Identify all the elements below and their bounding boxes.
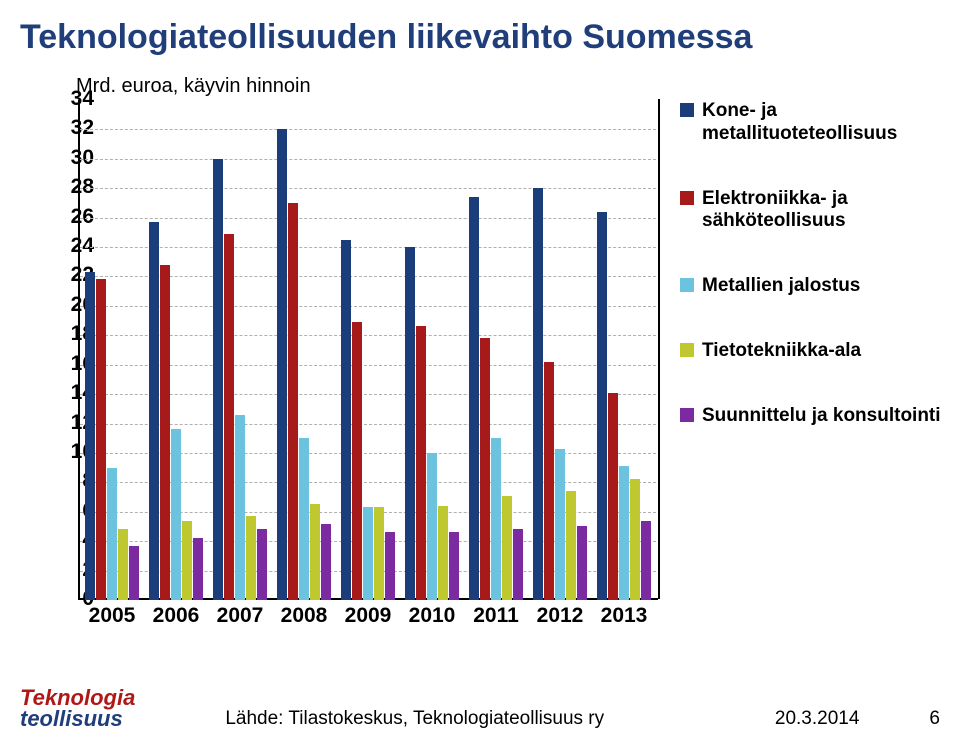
bar-tieto [246, 516, 256, 600]
bar-tieto [310, 504, 320, 600]
bar-suunn [257, 529, 267, 600]
legend-item-metal: Metallien jalostus [680, 275, 948, 298]
bar-chart: 0246810121416182022242628303234 20052006… [38, 100, 678, 640]
bar-metal [619, 466, 629, 600]
legend-swatch [680, 278, 694, 292]
bar-elekt [416, 326, 426, 600]
bar-metal [427, 453, 437, 600]
logo-line-bottom: teollisuus [20, 709, 135, 730]
chart-subtitle: Mrd. euroa, käyvin hinnoin [76, 75, 940, 98]
bar-tieto [630, 479, 640, 600]
legend-item-tieto: Tietotekniikka-ala [680, 340, 948, 363]
legend-swatch [680, 191, 694, 205]
bar-suunn [321, 524, 331, 600]
bar-suunn [449, 532, 459, 600]
bar-elekt [352, 322, 362, 600]
legend-label: Metallien jalostus [702, 275, 860, 298]
bar-metal [491, 438, 501, 600]
bar-tieto [438, 506, 448, 600]
logo: Teknologia teollisuus [20, 688, 135, 730]
bar-suunn [193, 538, 203, 600]
bar-tieto [566, 491, 576, 600]
legend-item-elekt: Elektroniikka- ja sähköteollisuus [680, 188, 948, 234]
bar-elekt [224, 234, 234, 600]
legend-swatch [680, 343, 694, 357]
bar-metal [107, 468, 117, 600]
legend-label: Kone- ja metallituoteteollisuus [702, 100, 948, 146]
footer-date: 20.3.2014 [775, 708, 860, 730]
x-tick-label: 2007 [217, 604, 264, 628]
x-tick-label: 2010 [409, 604, 456, 628]
bar-kone [149, 222, 159, 600]
footer: Teknologia teollisuus Lähde: Tilastokesk… [20, 688, 940, 730]
bar-elekt [544, 362, 554, 600]
bar-suunn [385, 532, 395, 600]
legend-item-kone: Kone- ja metallituoteteollisuus [680, 100, 948, 146]
x-tick-label: 2006 [153, 604, 200, 628]
legend-label: Tietotekniikka-ala [702, 340, 861, 363]
legend-swatch [680, 408, 694, 422]
gridline [80, 129, 656, 130]
legend-swatch [680, 103, 694, 117]
source-text: Lähde: Tilastokeskus, Teknologiateollisu… [225, 708, 604, 730]
x-tick-label: 2008 [281, 604, 328, 628]
bar-kone [469, 197, 479, 600]
bar-metal [555, 449, 565, 600]
bar-tieto [118, 529, 128, 600]
bar-elekt [160, 265, 170, 600]
page-root: Teknologiateollisuuden liikevaihto Suome… [0, 0, 960, 750]
x-tick-label: 2005 [89, 604, 136, 628]
gridline [80, 247, 656, 248]
bar-suunn [641, 521, 651, 600]
legend-label: Suunnittelu ja konsultointi [702, 405, 941, 428]
bar-elekt [96, 279, 106, 600]
legend-label: Elektroniikka- ja sähköteollisuus [702, 188, 948, 234]
bar-tieto [182, 521, 192, 600]
plot-border-right [658, 99, 660, 599]
footer-right: 20.3.2014 6 [775, 708, 940, 730]
x-tick-label: 2012 [537, 604, 584, 628]
footer-page: 6 [929, 708, 940, 730]
bar-suunn [577, 526, 587, 600]
x-tick-label: 2009 [345, 604, 392, 628]
gridline [80, 188, 656, 189]
bar-kone [85, 272, 95, 600]
bar-elekt [288, 203, 298, 600]
bar-metal [171, 429, 181, 600]
page-title: Teknologiateollisuuden liikevaihto Suome… [20, 18, 940, 57]
bar-metal [363, 507, 373, 600]
legend-item-suunn: Suunnittelu ja konsultointi [680, 405, 948, 428]
bar-kone [341, 240, 351, 600]
bar-tieto [374, 507, 384, 600]
legend: Kone- ja metallituoteteollisuus Elektroni… [680, 100, 948, 470]
bar-tieto [502, 496, 512, 600]
bar-kone [277, 129, 287, 600]
x-tick-label: 2013 [601, 604, 648, 628]
bar-elekt [608, 393, 618, 600]
bar-elekt [480, 338, 490, 600]
x-axis-labels: 2005 2006 2007 2008 2009 2010 2011 2012 2013 [80, 604, 656, 632]
bar-kone [405, 247, 415, 600]
bar-kone [597, 212, 607, 600]
plot-area [80, 100, 656, 600]
bar-kone [213, 159, 223, 600]
bar-metal [299, 438, 309, 600]
bar-metal [235, 415, 245, 600]
bar-suunn [129, 546, 139, 600]
x-tick-label: 2011 [473, 604, 519, 628]
gridline [80, 218, 656, 219]
gridline [80, 159, 656, 160]
bar-suunn [513, 529, 523, 600]
bar-kone [533, 188, 543, 600]
